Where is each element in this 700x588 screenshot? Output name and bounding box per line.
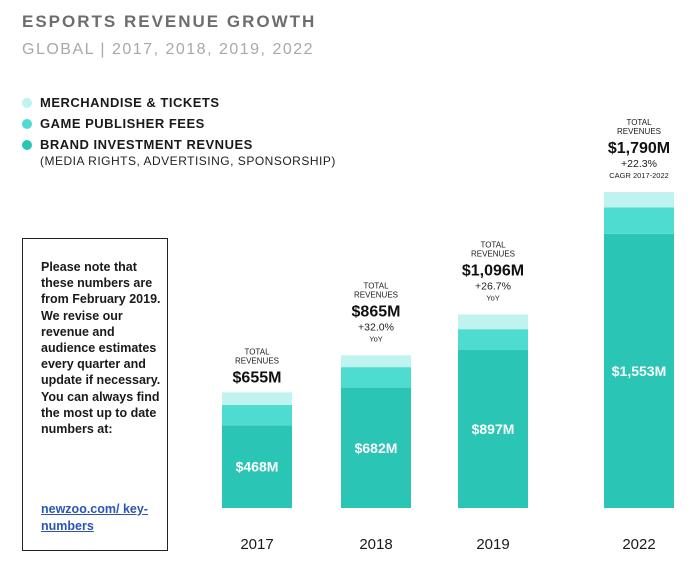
legend-swatch-merchandise <box>22 98 32 108</box>
bar-2019-segment-2 <box>458 314 528 330</box>
bar-2019-segment-1 <box>458 329 528 350</box>
chart-subtitle: GLOBAL | 2017, 2018, 2019, 2022 <box>22 41 315 58</box>
bar-2019-segment-0 <box>458 349 528 508</box>
legend-label-publisher-fees: GAME PUBLISHER FEES <box>40 116 205 131</box>
note-box: Please note that these numbers are from … <box>22 238 168 551</box>
legend: MERCHANDISE & TICKETS GAME PUBLISHER FEE… <box>22 95 336 168</box>
note-text: Please note that these numbers are from … <box>41 260 161 437</box>
bar-2022-value-label: $1,553M <box>612 363 666 379</box>
legend-item-brand-investment: BRAND INVESTMENT REVNUES <box>22 137 336 158</box>
total-value-2019: $1,096M <box>462 263 524 280</box>
total-growth-2018: +32.0% <box>358 321 394 333</box>
total-caption-line1-2017: TOTAL <box>244 347 270 356</box>
total-growth-2022: +22.3% <box>621 158 657 170</box>
bar-2017-value-label: $468M <box>236 459 279 475</box>
bar-2022-segment-2 <box>604 192 674 208</box>
bar-2018-segment-0 <box>341 387 411 508</box>
bar-2019-value-label: $897M <box>472 421 515 437</box>
newzoo-link[interactable]: newzoo.com/ key-numbers <box>41 502 148 533</box>
x-tick-label-2018: 2018 <box>359 536 392 553</box>
total-caption-line2-2022: REVENUES <box>617 127 661 136</box>
bar-2017-segment-2 <box>222 392 292 405</box>
legend-sub-label: (MEDIA RIGHTS, ADVERTISING, SPONSORSHIP) <box>40 154 336 168</box>
legend-label-merchandise: MERCHANDISE & TICKETS <box>40 95 220 110</box>
total-value-2017: $655M <box>233 369 282 386</box>
total-caption-line2-2017: REVENUES <box>235 356 279 365</box>
total-growth-note-2019: YoY <box>486 294 500 303</box>
total-caption-line1-2022: TOTAL <box>626 118 652 127</box>
bar-2018-value-label: $682M <box>355 440 398 456</box>
legend-item-publisher-fees: GAME PUBLISHER FEES <box>22 116 336 137</box>
legend-swatch-publisher-fees <box>22 119 32 129</box>
total-caption-line2-2019: REVENUES <box>471 250 515 259</box>
legend-label-brand-investment: BRAND INVESTMENT REVNUES <box>40 137 253 152</box>
total-caption-line1-2018: TOTAL <box>363 281 389 290</box>
chart-title: ESPORTS REVENUE GROWTH <box>22 12 317 31</box>
total-growth-2019: +26.7% <box>475 281 511 293</box>
bar-2017-segment-1 <box>222 404 292 426</box>
total-growth-note-2018: YoY <box>369 334 383 343</box>
legend-swatch-brand-investment <box>22 140 32 150</box>
bar-2017-segment-0 <box>222 425 292 508</box>
x-tick-label-2017: 2017 <box>240 536 273 553</box>
legend-item-merchandise: MERCHANDISE & TICKETS <box>22 95 336 116</box>
bar-2022-segment-0 <box>604 233 674 508</box>
bar-2018-segment-2 <box>341 355 411 368</box>
x-tick-label-2019: 2019 <box>476 536 509 553</box>
total-caption-line2-2018: REVENUES <box>354 290 398 299</box>
total-value-2018: $865M <box>352 303 401 320</box>
total-growth-note-2022: CAGR 2017-2022 <box>609 171 669 180</box>
x-tick-label-2022: 2022 <box>622 536 655 553</box>
total-value-2022: $1,790M <box>608 140 670 157</box>
bar-2018-segment-1 <box>341 367 411 388</box>
bar-2022-segment-1 <box>604 207 674 234</box>
total-caption-line1-2019: TOTAL <box>480 241 506 250</box>
